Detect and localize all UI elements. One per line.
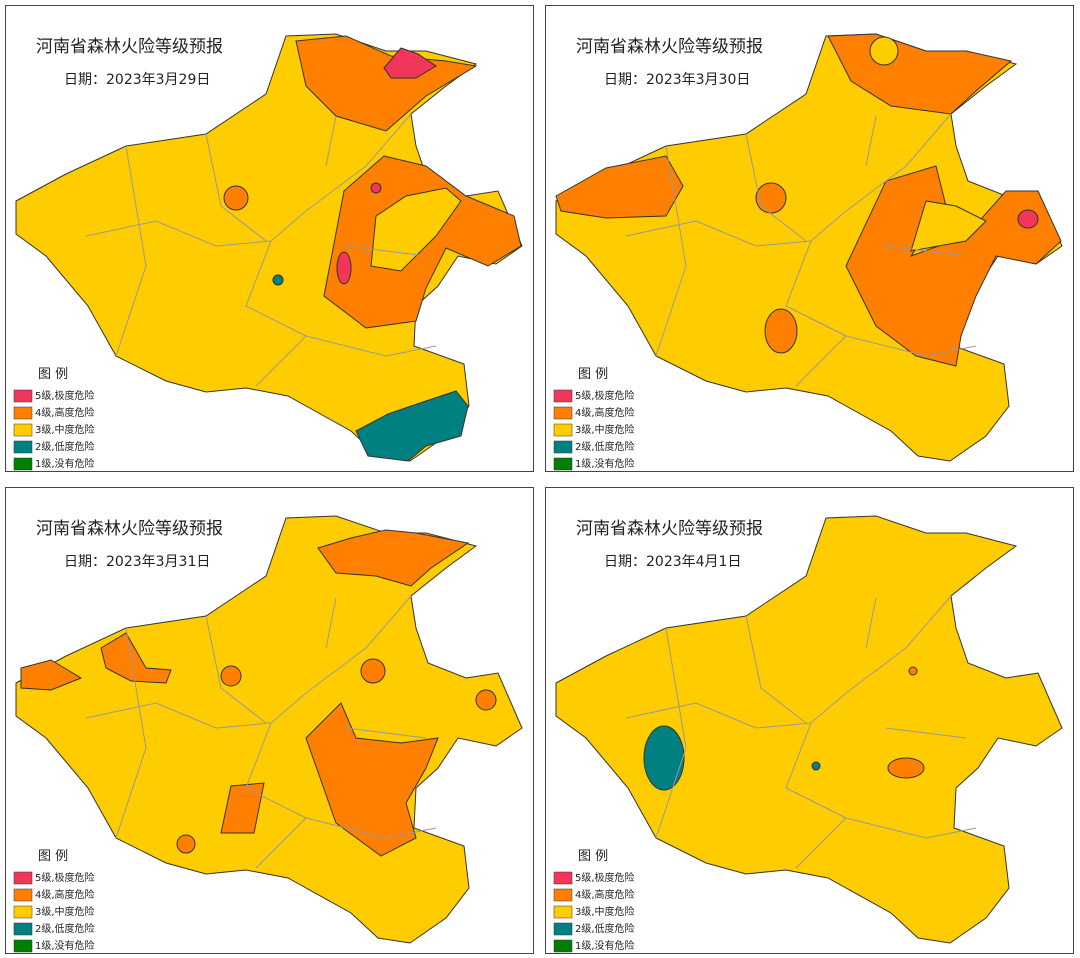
map-panel: 河南省森林火险等级预报日期：2023年4月1日图 例 5级,极度危险 4级,高度危险… — [545, 487, 1074, 954]
legend-swatch — [553, 922, 573, 936]
legend-label: 4级,高度危险 — [35, 888, 95, 901]
risk-zone — [223, 185, 249, 211]
legend-title: 图 例 — [578, 367, 608, 382]
legend-swatch — [553, 423, 573, 437]
map-panel: 河南省森林火险等级预报日期：2023年3月31日图 例 5级,极度危险 4级,高度危… — [5, 487, 534, 954]
risk-zone — [317, 529, 470, 587]
risk-zone — [811, 761, 821, 771]
risk-zone — [869, 36, 899, 66]
risk-zone — [370, 182, 382, 194]
risk-zone — [370, 187, 462, 272]
legend-swatch — [13, 389, 33, 403]
legend-label: 2级,低度危险 — [35, 922, 95, 935]
legend-label: 1级,没有危险 — [35, 939, 95, 952]
risk-zone — [220, 782, 265, 834]
legend-swatch — [13, 922, 33, 936]
map-title: 河南省森林火险等级预报 — [36, 519, 223, 539]
legend-swatch — [13, 440, 33, 454]
legend-swatch — [553, 389, 573, 403]
map-date: 日期：2023年3月29日 — [64, 72, 210, 88]
risk-zone — [272, 274, 284, 286]
map-date: 日期：2023年3月31日 — [64, 554, 210, 570]
legend-swatch — [13, 871, 33, 885]
legend-swatch — [553, 440, 573, 454]
county-boundary — [85, 595, 437, 869]
risk-zone — [360, 658, 386, 684]
legend-swatch — [13, 457, 33, 471]
map-title: 河南省森林火险等级预报 — [576, 519, 763, 539]
map-date: 日期：2023年3月30日 — [604, 72, 750, 88]
legend-swatch — [13, 888, 33, 902]
risk-zone — [355, 390, 469, 462]
legend-label: 3级,中度危险 — [575, 905, 635, 918]
risk-zone — [755, 182, 787, 214]
legend-label: 3级,中度危险 — [35, 905, 95, 918]
risk-zone — [764, 308, 798, 354]
risk-zone — [100, 632, 172, 684]
risk-zone — [305, 702, 439, 857]
risk-zone — [220, 665, 242, 687]
legend-swatch — [13, 905, 33, 919]
risk-zone — [845, 165, 1062, 367]
legend-label: 2级,低度危险 — [575, 922, 635, 935]
risk-zone — [336, 251, 352, 285]
legend-swatch — [553, 939, 573, 953]
legend-label: 1级,没有危险 — [575, 457, 635, 470]
legend-swatch — [13, 939, 33, 953]
legend-label: 4级,高度危险 — [575, 888, 635, 901]
risk-zone — [908, 666, 918, 676]
legend-label: 3级,中度危险 — [35, 423, 95, 436]
risk-zone — [643, 725, 685, 791]
legend-title: 图 例 — [578, 849, 608, 864]
county-boundary — [625, 595, 977, 869]
legend-swatch — [553, 871, 573, 885]
risk-zone — [475, 689, 497, 711]
map-title: 河南省森林火险等级预报 — [576, 37, 763, 57]
legend-label: 4级,高度危险 — [35, 406, 95, 419]
legend-label: 5级,极度危险 — [575, 389, 635, 402]
legend-label: 5级,极度危险 — [35, 871, 95, 884]
legend-swatch — [13, 423, 33, 437]
county-boundary — [625, 113, 977, 387]
risk-zone — [910, 200, 987, 252]
legend-label: 3级,中度危险 — [575, 423, 635, 436]
risk-zone — [20, 659, 83, 691]
map-date: 日期：2023年4月1日 — [604, 554, 741, 570]
legend-label: 1级,没有危险 — [35, 457, 95, 470]
legend-title: 图 例 — [38, 367, 68, 382]
legend-label: 2级,低度危险 — [575, 440, 635, 453]
legend-swatch — [553, 905, 573, 919]
legend-swatch — [13, 406, 33, 420]
risk-zone — [887, 757, 925, 779]
risk-zone — [383, 47, 437, 79]
map-panel: 河南省森林火险等级预报日期：2023年3月29日图 例 5级,极度危险 4级,高度危… — [5, 5, 534, 472]
legend-label: 5级,极度危险 — [575, 871, 635, 884]
county-boundary — [85, 113, 437, 387]
legend-swatch — [553, 457, 573, 471]
risk-zone — [555, 155, 684, 219]
legend-label: 1级,没有危险 — [575, 939, 635, 952]
map-panel: 河南省森林火险等级预报日期：2023年3月30日图 例 5级,极度危险 4级,高度危… — [545, 5, 1074, 472]
legend-swatch — [553, 406, 573, 420]
map-title: 河南省森林火险等级预报 — [36, 37, 223, 57]
legend-title: 图 例 — [38, 849, 68, 864]
risk-zone — [176, 834, 196, 854]
legend-swatch — [553, 888, 573, 902]
risk-zone — [295, 35, 478, 132]
legend-label: 4级,高度危险 — [575, 406, 635, 419]
risk-zone — [1017, 209, 1039, 229]
legend-label: 5级,极度危险 — [35, 389, 95, 402]
legend-label: 2级,低度危险 — [35, 440, 95, 453]
